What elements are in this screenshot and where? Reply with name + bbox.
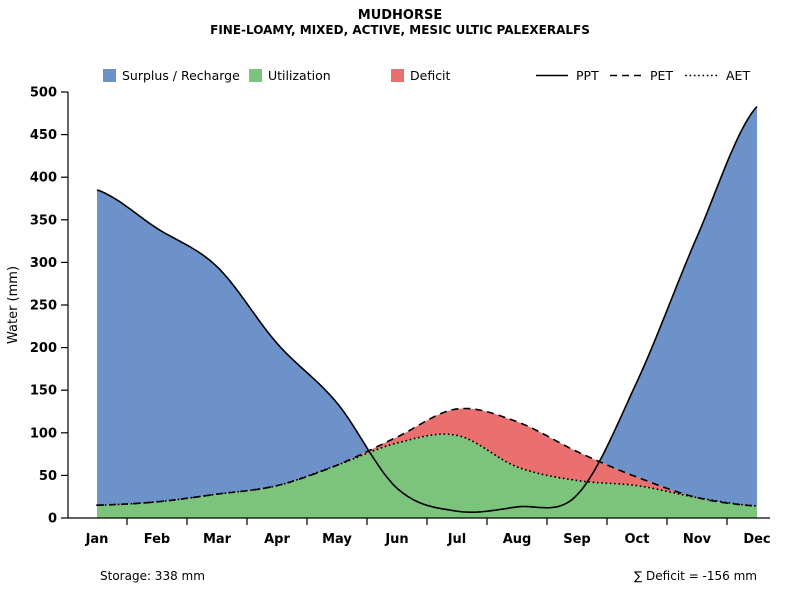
legend-utilization-swatch <box>249 69 262 82</box>
legend-utilization-label: Utilization <box>268 68 331 83</box>
svg-text:200: 200 <box>30 341 57 356</box>
legend: Surplus / Recharge Utilization Deficit P… <box>103 68 750 83</box>
legend-surplus-swatch <box>103 69 116 82</box>
svg-text:Jun: Jun <box>384 532 408 547</box>
svg-text:50: 50 <box>39 469 57 484</box>
svg-text:Mar: Mar <box>203 532 232 547</box>
svg-text:Dec: Dec <box>743 532 770 547</box>
legend-surplus-label: Surplus / Recharge <box>122 68 240 83</box>
svg-text:300: 300 <box>30 256 57 271</box>
svg-text:250: 250 <box>30 299 57 314</box>
y-axis-label: Water (mm) <box>6 266 21 344</box>
svg-text:Nov: Nov <box>683 532 712 547</box>
deficit-sum-annotation: ∑ Deficit = -156 mm <box>634 569 757 583</box>
svg-text:Oct: Oct <box>625 532 650 547</box>
legend-aet-label: AET <box>726 68 750 83</box>
svg-text:450: 450 <box>30 128 57 143</box>
svg-text:Feb: Feb <box>144 532 170 547</box>
svg-text:150: 150 <box>30 384 57 399</box>
legend-pet-label: PET <box>650 68 673 83</box>
svg-text:Jul: Jul <box>447 532 467 547</box>
svg-text:Apr: Apr <box>264 532 290 547</box>
svg-text:0: 0 <box>48 512 57 527</box>
chart-title: MUDHORSE <box>358 8 442 23</box>
svg-text:350: 350 <box>30 213 57 228</box>
legend-deficit-swatch <box>391 69 404 82</box>
svg-text:May: May <box>322 532 352 547</box>
svg-text:400: 400 <box>30 171 57 186</box>
legend-deficit-label: Deficit <box>410 68 451 83</box>
plot-area: 0 50 100 150 200 250 300 350 400 450 500 Jan Feb Mar A… <box>30 86 771 548</box>
svg-text:Aug: Aug <box>503 532 532 547</box>
svg-text:500: 500 <box>30 86 57 101</box>
svg-text:100: 100 <box>30 426 57 441</box>
legend-ppt-label: PPT <box>576 68 599 83</box>
storage-annotation: Storage: 338 mm <box>100 569 205 583</box>
svg-text:Jan: Jan <box>85 532 109 547</box>
chart-subtitle: FINE-LOAMY, MIXED, ACTIVE, MESIC ULTIC P… <box>210 23 590 37</box>
svg-text:Sep: Sep <box>563 532 591 547</box>
